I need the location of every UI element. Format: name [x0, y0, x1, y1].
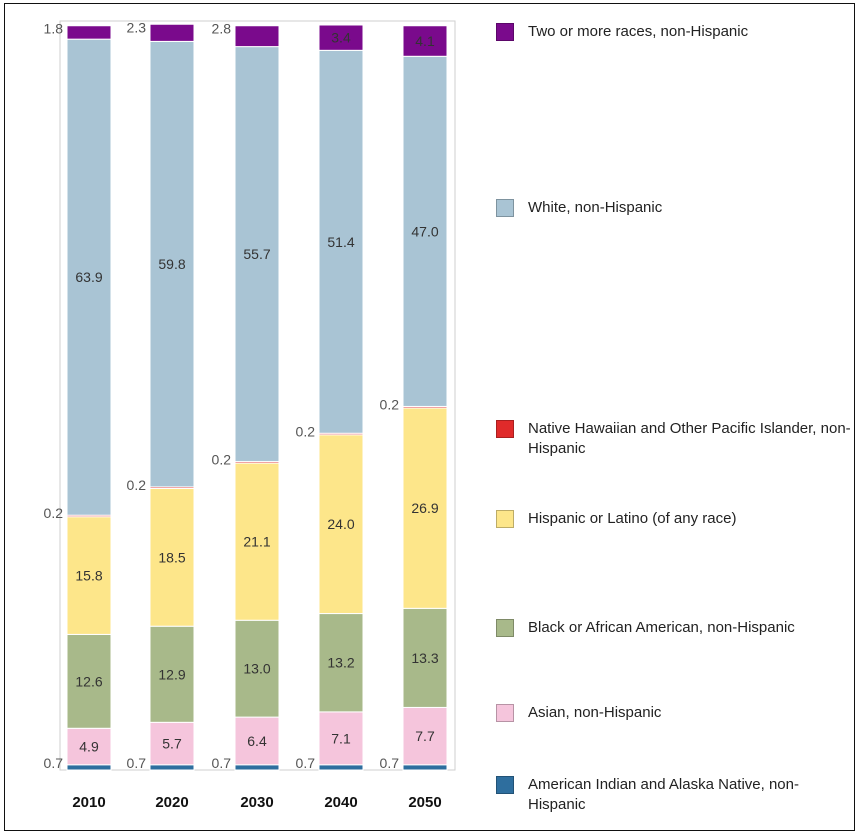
- bar-segment-2050-hispanic-or-latino-of-any-race: [402, 407, 448, 609]
- bar-segment-2040-american-indian-and-alaska-native-non-hispanic: [318, 764, 364, 771]
- bar-segment-2020-black-or-african-american-non-hispanic: [149, 625, 195, 723]
- bar-segment-2010-white-non-hispanic: [66, 38, 112, 516]
- chart-plot: 0.7 4.9 12.6 15.8 0.2 63.9 1.8 2010 0.7 5.7 12.9 18…: [44, 19, 456, 811]
- bar-segment-2050-american-indian-and-alaska-native-non-hispanic: [402, 764, 448, 771]
- legend-item-two-or-more-races-non-hispanic: Two or more races, non-Hispanic: [496, 23, 856, 42]
- data-label-2020-hispanic-or-latino-of-any-race: 18.5: [158, 549, 185, 565]
- data-label-2050-two-or-more-races-non-hispanic: 4.1: [415, 33, 435, 49]
- legend-swatch: [496, 704, 514, 722]
- data-label-2040-two-or-more-races-non-hispanic: 3.4: [331, 30, 351, 46]
- legend-label: Asian, non-Hispanic: [528, 704, 662, 721]
- data-label-2020-white-non-hispanic: 59.8: [158, 256, 185, 272]
- legend-swatch: [496, 420, 514, 438]
- bar-segment-2030-american-indian-and-alaska-native-non-hispanic: [234, 764, 280, 771]
- data-label-2020-black-or-african-american-non-hispanic: 12.9: [158, 666, 185, 682]
- data-label-2040-black-or-african-american-non-hispanic: 13.2: [327, 655, 354, 671]
- legend-item-black-or-african-american-non-hispanic: Black or African American, non-Hispanic: [496, 619, 856, 638]
- x-tick-label-2040: 2040: [324, 794, 357, 811]
- bar-segment-2010-asian-non-hispanic: [66, 727, 112, 766]
- bar-segment-2020-hispanic-or-latino-of-any-race: [149, 487, 195, 627]
- data-label-2050-white-non-hispanic: 47.0: [411, 223, 438, 239]
- legend-label: Native Hawaiian and Other Pacific Island…: [528, 420, 851, 457]
- data-label-2010-black-or-african-american-non-hispanic: 12.6: [75, 673, 102, 689]
- bar-segment-2010-american-indian-and-alaska-native-non-hispanic: [66, 764, 112, 771]
- bar-segment-2040-black-or-african-american-non-hispanic: [318, 613, 364, 713]
- data-label-2020-american-indian-and-alaska-native-non-hispanic: 0.7: [127, 755, 147, 771]
- data-label-2010-two-or-more-races-non-hispanic: 1.8: [44, 21, 64, 37]
- legend-item-asian-non-hispanic: Asian, non-Hispanic: [496, 704, 856, 723]
- legend-label: Black or African American, non-Hispanic: [528, 619, 795, 636]
- data-label-2050-american-indian-and-alaska-native-non-hispanic: 0.7: [380, 755, 400, 771]
- bar-segment-2020-two-or-more-races-non-hispanic: [149, 23, 195, 42]
- data-label-2030-white-non-hispanic: 55.7: [243, 246, 270, 262]
- legend-label: Two or more races, non-Hispanic: [528, 23, 749, 40]
- legend-swatch: [496, 23, 514, 41]
- data-label-2030-american-indian-and-alaska-native-non-hispanic: 0.7: [212, 755, 232, 771]
- data-label-2040-asian-non-hispanic: 7.1: [331, 730, 351, 746]
- bar-segment-2030-asian-non-hispanic: [234, 716, 280, 766]
- legend-swatch: [496, 199, 514, 217]
- data-label-2040-native-hawaiian-and-other-pacific-islander-non-hispanic: 0.2: [296, 423, 316, 439]
- bar-segment-2020-american-indian-and-alaska-native-non-hispanic: [149, 764, 195, 771]
- legend-label: Hispanic or Latino (of any race): [528, 510, 737, 527]
- data-label-2020-native-hawaiian-and-other-pacific-islander-non-hispanic: 0.2: [127, 477, 147, 493]
- legend-swatch: [496, 619, 514, 637]
- data-label-2050-asian-non-hispanic: 7.7: [415, 728, 435, 744]
- bar-segment-2020-asian-non-hispanic: [149, 721, 195, 766]
- data-label-2050-native-hawaiian-and-other-pacific-islander-non-hispanic: 0.2: [380, 396, 400, 412]
- data-label-2040-white-non-hispanic: 51.4: [327, 234, 354, 250]
- bar-segment-2010-two-or-more-races-non-hispanic: [66, 25, 112, 40]
- legend-swatch: [496, 776, 514, 794]
- bar-segment-2010-black-or-african-american-non-hispanic: [66, 633, 112, 729]
- legend-item-hispanic-or-latino-of-any-race: Hispanic or Latino (of any race): [496, 510, 856, 529]
- bar-segment-2030-hispanic-or-latino-of-any-race: [234, 462, 280, 621]
- bar-segment-2030-white-non-hispanic: [234, 46, 280, 463]
- bar-segment-2020-white-non-hispanic: [149, 40, 195, 488]
- data-label-2030-two-or-more-races-non-hispanic: 2.8: [212, 21, 232, 37]
- chart-frame: 0.7 4.9 12.6 15.8 0.2 63.9 1.8 2010 0.7 5.7 12.9 18…: [4, 3, 855, 831]
- legend-label: White, non-Hispanic: [528, 199, 663, 216]
- data-label-2050-hispanic-or-latino-of-any-race: 26.9: [411, 500, 438, 516]
- data-label-2030-hispanic-or-latino-of-any-race: 21.1: [243, 534, 270, 550]
- x-tick-label-2050: 2050: [408, 794, 441, 811]
- data-label-2040-hispanic-or-latino-of-any-race: 24.0: [327, 516, 354, 532]
- bar-segment-2050-asian-non-hispanic: [402, 706, 448, 766]
- data-label-2010-native-hawaiian-and-other-pacific-islander-non-hispanic: 0.2: [44, 505, 64, 521]
- data-label-2010-american-indian-and-alaska-native-non-hispanic: 0.7: [44, 755, 64, 771]
- data-label-2010-asian-non-hispanic: 4.9: [79, 739, 99, 755]
- bar-segment-2030-two-or-more-races-non-hispanic: [234, 25, 280, 48]
- data-label-2030-black-or-african-american-non-hispanic: 13.0: [243, 661, 270, 677]
- legend-label: American Indian and Alaska Native, non-H…: [528, 776, 799, 813]
- data-label-2020-two-or-more-races-non-hispanic: 2.3: [127, 19, 147, 35]
- bar-segment-2050-white-non-hispanic: [402, 55, 448, 407]
- data-label-2040-american-indian-and-alaska-native-non-hispanic: 0.7: [296, 755, 316, 771]
- legend-swatch: [496, 510, 514, 528]
- data-label-2030-native-hawaiian-and-other-pacific-islander-non-hispanic: 0.2: [212, 452, 232, 468]
- bar-segment-2050-black-or-african-american-non-hispanic: [402, 607, 448, 708]
- x-tick-label-2010: 2010: [72, 794, 105, 811]
- x-tick-label-2030: 2030: [240, 794, 273, 811]
- data-label-2050-black-or-african-american-non-hispanic: 13.3: [411, 650, 438, 666]
- data-label-2030-asian-non-hispanic: 6.4: [247, 733, 267, 749]
- x-tick-label-2020: 2020: [155, 794, 188, 811]
- legend-item-white-non-hispanic: White, non-Hispanic: [496, 199, 856, 218]
- bar-segment-2050-two-or-more-races-non-hispanic: [402, 25, 448, 57]
- legend-item-native-hawaiian-and-other-pacific-islander-non-hispanic: Native Hawaiian and Other Pacific Island…: [496, 420, 856, 459]
- legend-item-american-indian-and-alaska-native-non-hispanic: American Indian and Alaska Native, non-H…: [496, 776, 856, 815]
- bar-segment-2010-hispanic-or-latino-of-any-race: [66, 516, 112, 635]
- data-label-2010-white-non-hispanic: 63.9: [75, 269, 102, 285]
- bar-segment-2040-two-or-more-races-non-hispanic: [318, 24, 364, 51]
- data-label-2010-hispanic-or-latino-of-any-race: 15.8: [75, 568, 102, 584]
- bar-segment-2030-black-or-african-american-non-hispanic: [234, 619, 280, 718]
- data-label-2020-asian-non-hispanic: 5.7: [162, 736, 182, 752]
